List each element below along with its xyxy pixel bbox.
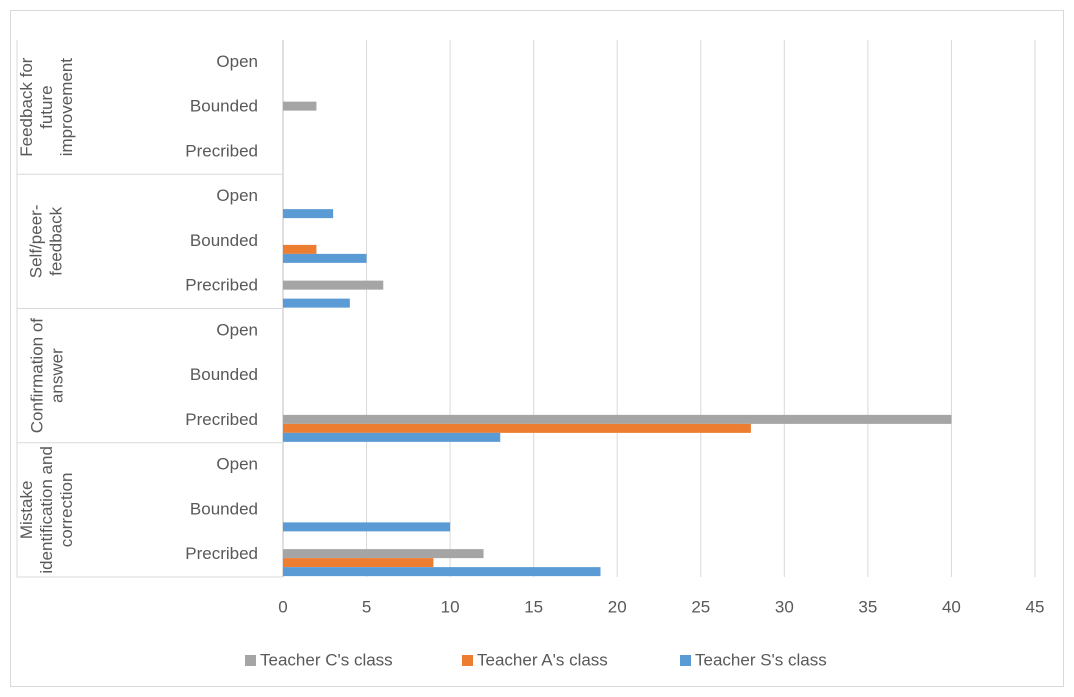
x-tick-label: 20 [608, 597, 627, 616]
y-tick-label: Precribed [185, 410, 258, 429]
x-tick-label: 10 [441, 597, 460, 616]
group-label: Confirmation of answer [27, 317, 66, 434]
legend-swatch [462, 655, 473, 666]
group-label-box: Confirmation of answer [27, 317, 66, 434]
legend-label: Teacher A's class [477, 650, 608, 669]
group-label: Self/peer-feedback [27, 204, 66, 279]
bar [283, 209, 334, 219]
y-tick-label: Precribed [185, 276, 258, 295]
bar [283, 414, 952, 424]
x-tick-label: 35 [858, 597, 877, 616]
y-tick-label: Precribed [185, 544, 258, 563]
group-label-box: Mistake identification and correction [17, 446, 76, 574]
y-tick-label: Open [216, 320, 258, 339]
y-tick-label: Open [216, 52, 258, 71]
x-tick-label: 5 [362, 597, 371, 616]
x-tick-label: 45 [1026, 597, 1045, 616]
chart-border [10, 10, 1064, 687]
legend-swatch [680, 655, 691, 666]
legend-swatch [245, 655, 256, 666]
bar [283, 549, 484, 559]
bar [283, 101, 317, 111]
bar [283, 432, 501, 442]
x-tick-label: 0 [278, 597, 287, 616]
y-tick-label: Bounded [190, 231, 258, 250]
bar [283, 423, 751, 433]
y-tick-label: Bounded [190, 499, 258, 518]
group-label-box: Self/peer-feedback [27, 204, 66, 279]
bar [283, 253, 367, 263]
bar [283, 280, 384, 290]
x-tick-label: 15 [524, 597, 543, 616]
x-tick-label: 30 [775, 597, 794, 616]
bar [283, 567, 601, 577]
group-label-box: Feedback for future improvement [17, 57, 76, 157]
bar [283, 244, 317, 254]
y-tick-label: Open [216, 186, 258, 205]
x-tick-label: 40 [942, 597, 961, 616]
legend-label: Teacher S's class [695, 650, 827, 669]
y-tick-label: Bounded [190, 365, 258, 384]
y-tick-label: Open [216, 455, 258, 474]
legend-label: Teacher C's class [260, 650, 393, 669]
group-label: Mistake identification and correction [17, 446, 76, 574]
bar [283, 558, 434, 568]
x-tick-label: 25 [691, 597, 710, 616]
bar [283, 298, 350, 308]
group-label: Feedback for future improvement [17, 57, 76, 157]
bar [283, 522, 451, 532]
y-tick-label: Precribed [185, 141, 258, 160]
y-tick-label: Bounded [190, 97, 258, 116]
